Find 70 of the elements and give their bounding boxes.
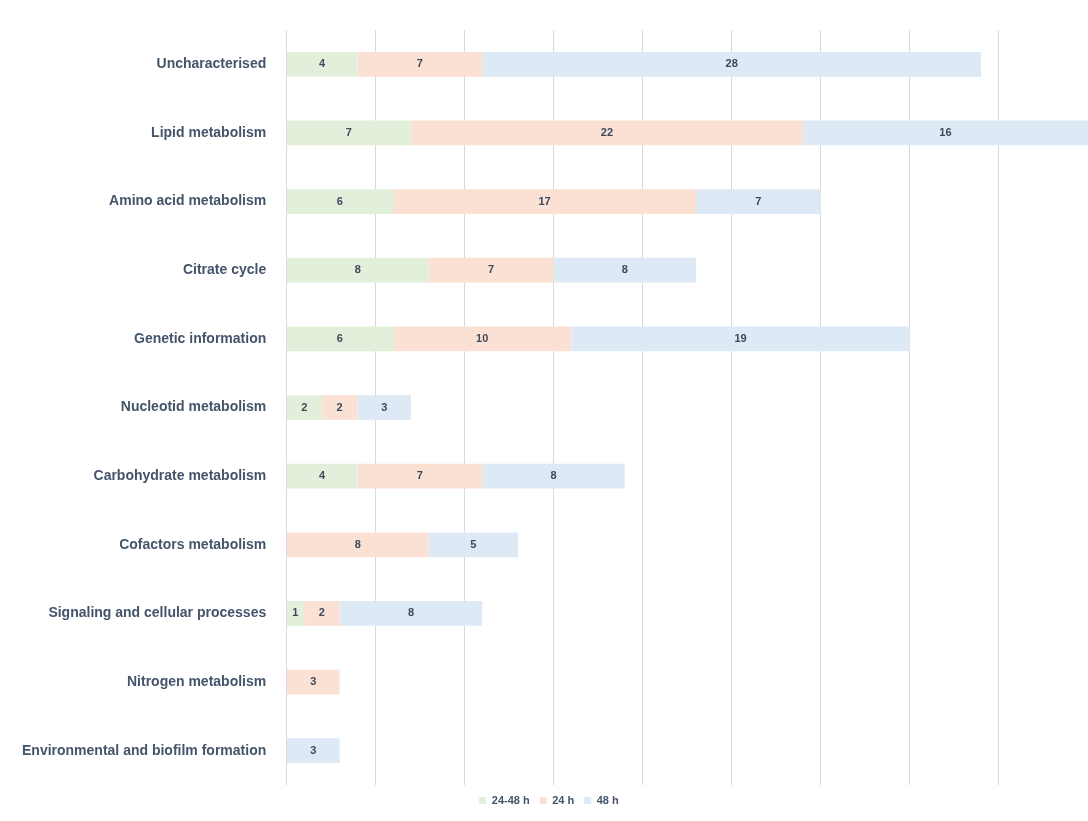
- legend-label: 48 h: [596, 793, 619, 806]
- data-label: 2: [318, 606, 325, 619]
- y-tick-label: Genetic information: [134, 329, 267, 346]
- data-label: 7: [755, 194, 762, 207]
- data-label: 8: [407, 606, 415, 619]
- bar: [482, 51, 982, 77]
- data-label: 5: [470, 537, 477, 550]
- bar: [553, 257, 697, 283]
- bar: [410, 120, 803, 146]
- bar: [696, 189, 821, 214]
- y-tick-label: Amino acid metabolism: [109, 192, 267, 209]
- y-tick-label: Environmental and biofilm formation: [22, 741, 267, 758]
- data-label: 6: [336, 194, 343, 207]
- bar: [357, 51, 483, 77]
- data-label: 4: [319, 57, 327, 70]
- y-tick-label: Lipid metabolism: [151, 123, 267, 140]
- data-label: 10: [476, 331, 489, 344]
- y-tick-label: Cofactors metabolism: [119, 535, 267, 552]
- data-label: 2: [336, 400, 343, 413]
- data-label: 3: [381, 400, 388, 413]
- bar: [357, 463, 483, 489]
- data-label: 19: [734, 331, 747, 344]
- bar: [286, 189, 394, 214]
- bar: [286, 257, 429, 283]
- data-label: 28: [725, 57, 738, 70]
- bar: [286, 601, 305, 626]
- bar: [304, 601, 340, 626]
- bar: [286, 326, 394, 352]
- bar: [286, 532, 429, 558]
- y-tick-label: Signaling and cellular processes: [48, 604, 267, 621]
- data-label: 1: [292, 606, 299, 619]
- data-label: 7: [488, 263, 495, 276]
- data-label: 8: [550, 469, 557, 482]
- bar: [286, 669, 340, 695]
- y-tick-label: Carbohydrate metabolism: [93, 467, 267, 483]
- bar: [393, 189, 697, 214]
- data-label: 17: [538, 194, 551, 207]
- bar: [286, 120, 411, 146]
- legend-label: 24-48 h: [491, 793, 530, 806]
- y-tick-label: Uncharacterised: [156, 55, 267, 72]
- y-tick-label: Nitrogen metabolism: [126, 672, 267, 689]
- data-label: 6: [336, 331, 343, 344]
- bar: [286, 463, 358, 489]
- bar: [339, 601, 483, 626]
- data-label: 8: [354, 263, 361, 276]
- data-label: 7: [345, 125, 352, 138]
- bar: [428, 257, 554, 283]
- bar: [286, 738, 340, 764]
- bar: [393, 326, 572, 352]
- data-label: 22: [600, 125, 614, 138]
- bar: [802, 120, 1088, 146]
- bar: [482, 463, 625, 489]
- data-label: 3: [310, 743, 317, 756]
- y-tick-label: Nucleotid metabolism: [120, 398, 267, 415]
- data-label: 4: [319, 469, 327, 482]
- data-label: 7: [416, 469, 423, 482]
- data-label: 16: [939, 125, 952, 138]
- y-tick-label: Citrate cycle: [182, 261, 267, 278]
- data-label: 8: [621, 263, 628, 276]
- data-label: 3: [310, 675, 317, 688]
- data-label: 8: [354, 537, 361, 550]
- bar: [571, 326, 910, 352]
- bar: [357, 395, 411, 420]
- bar: [286, 395, 322, 420]
- data-label: 7: [416, 57, 423, 70]
- bar: [428, 532, 518, 558]
- data-label: 2: [301, 400, 308, 413]
- bar: [321, 395, 358, 420]
- bar: [286, 51, 358, 77]
- legend-label: 24 h: [552, 793, 575, 806]
